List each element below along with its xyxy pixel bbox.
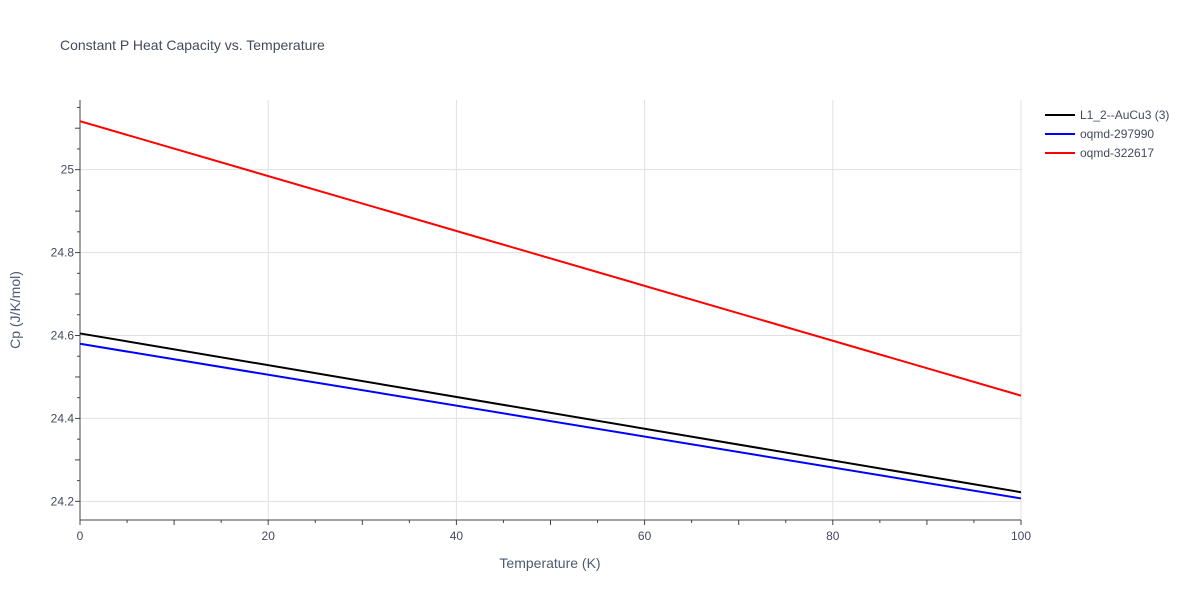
legend-label: oqmd-297990 xyxy=(1080,127,1154,141)
y-tick-label: 25 xyxy=(61,163,75,177)
y-tick-label: 24.4 xyxy=(51,411,75,425)
legend: L1_2--AuCu3 (3) oqmd-297990 oqmd-322617 xyxy=(1045,108,1169,160)
y-tick-label: 24.8 xyxy=(51,246,75,260)
x-tick-label: 40 xyxy=(450,529,464,543)
grid xyxy=(80,100,1022,520)
x-tick-label: 80 xyxy=(826,529,840,543)
x-tick-label: 60 xyxy=(638,529,652,543)
series-line-2 xyxy=(79,342,1022,500)
y-tick-label: 24.2 xyxy=(51,494,75,508)
x-tick-label: 20 xyxy=(262,529,276,543)
series-line-1 xyxy=(79,332,1022,494)
y-tick-label: 24.6 xyxy=(51,328,75,342)
x-tick-label: 100 xyxy=(1011,529,1031,543)
series-line-3 xyxy=(79,120,1022,397)
x-axis-title: Temperature (K) xyxy=(499,555,600,571)
legend-label: oqmd-322617 xyxy=(1080,146,1154,160)
x-tick-label: 0 xyxy=(77,529,84,543)
series-group xyxy=(79,120,1022,500)
axes: 0 20 40 60 80 100 24.2 24.4 24.6 24.8 25 xyxy=(51,100,1031,543)
legend-label: L1_2--AuCu3 (3) xyxy=(1080,108,1169,122)
chart-title: Constant P Heat Capacity vs. Temperature xyxy=(60,37,325,53)
y-axis-title: Cp (J/K/mol) xyxy=(7,271,23,349)
